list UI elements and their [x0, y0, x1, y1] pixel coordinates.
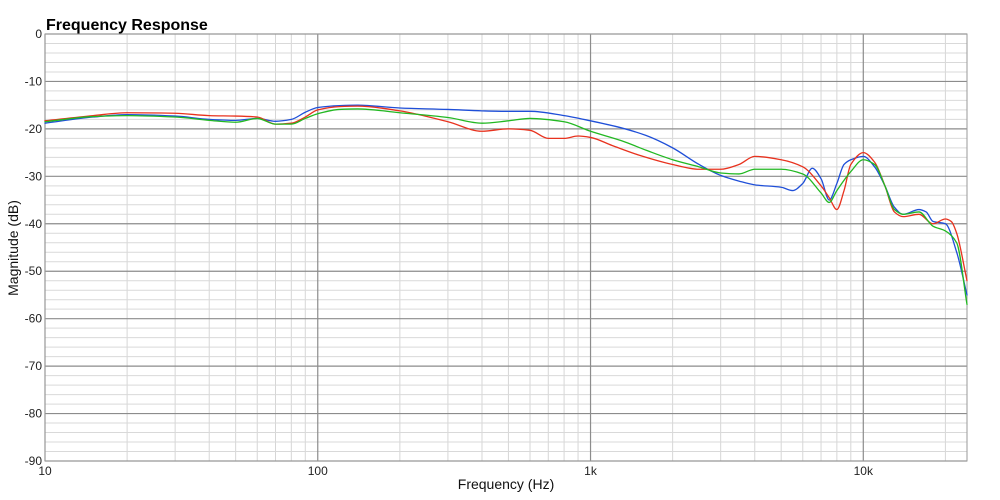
- chart-title: Frequency Response: [46, 17, 208, 34]
- y-tick-labels: 0 -10 -20 -30 -40 -50 -60 -70 -80 -90: [25, 27, 43, 468]
- y-tick-label: -30: [25, 169, 43, 183]
- y-tick-label: -50: [25, 264, 43, 278]
- minor-grid: [45, 34, 967, 461]
- x-axis-label: Frequency (Hz): [458, 476, 554, 492]
- y-tick-label: -40: [25, 217, 43, 231]
- y-tick-label: -10: [25, 74, 43, 88]
- plot-frame: [44, 33, 968, 462]
- series-layer: [44, 104, 968, 306]
- y-tick-label: -70: [25, 359, 43, 373]
- x-tick-label: 1k: [584, 464, 598, 478]
- y-tick-label: 0: [35, 27, 42, 41]
- y-axis-label: Magnitude (dB): [5, 200, 21, 296]
- y-tick-label: -20: [25, 122, 43, 136]
- x-tick-label: 10k: [854, 464, 874, 478]
- y-tick-label: -90: [25, 454, 43, 468]
- y-tick-label: -80: [25, 407, 43, 421]
- y-tick-label: -60: [25, 312, 43, 326]
- x-tick-label: 100: [308, 464, 328, 478]
- series-line-3: [44, 108, 968, 306]
- x-tick-label: 10: [38, 464, 52, 478]
- x-tick-labels: 10 100 1k 10k: [38, 464, 874, 478]
